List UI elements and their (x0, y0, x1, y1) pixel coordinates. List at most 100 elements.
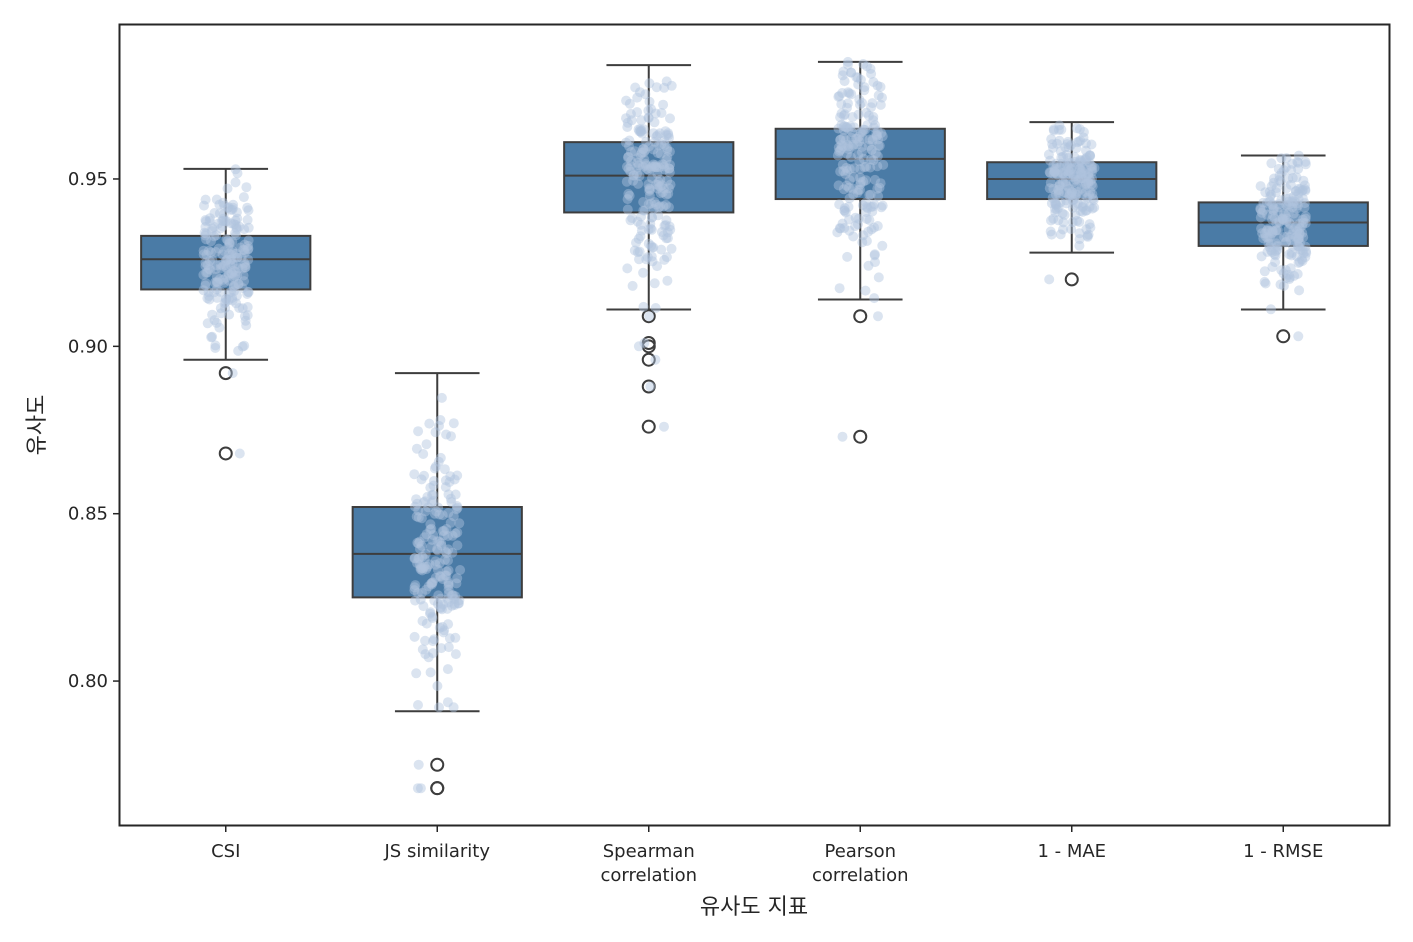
strip-point (636, 125, 647, 136)
strip-point (1278, 165, 1289, 176)
strip-point (428, 496, 439, 506)
strip-point (437, 526, 448, 537)
strip-point (1264, 242, 1275, 252)
strip-point (1267, 199, 1278, 210)
strip-point (438, 530, 449, 541)
strip-point (860, 285, 871, 296)
strip-point (875, 81, 886, 92)
strip-point (412, 498, 423, 509)
strip-point (855, 172, 866, 183)
strip-point (198, 245, 209, 256)
strip-point (855, 179, 866, 190)
strip-point (1073, 136, 1084, 147)
strip-point (861, 236, 872, 246)
strip-point (862, 61, 872, 72)
strip-point (1084, 219, 1095, 230)
strip-point (870, 120, 880, 131)
strip-point (637, 161, 648, 172)
strip-point (241, 320, 252, 331)
strip-point (1273, 233, 1284, 244)
strip-point (445, 517, 456, 528)
strip-point (1261, 198, 1272, 208)
strip-point (1259, 266, 1270, 277)
strip-point (433, 599, 443, 610)
strip-point (1065, 140, 1076, 151)
strip-point (649, 136, 660, 147)
strip-point (1283, 207, 1294, 218)
strip-point (647, 256, 658, 267)
strip-point (643, 112, 654, 123)
strip-point (1072, 198, 1083, 209)
strip-point (1081, 171, 1091, 182)
strip-point (866, 68, 877, 79)
strip-point (447, 530, 458, 541)
strip-point (871, 129, 882, 140)
strip-point (1085, 175, 1096, 186)
strip-point (867, 98, 878, 109)
strip-point (638, 267, 649, 278)
strip-point (230, 266, 241, 277)
strip-point (1280, 193, 1291, 204)
strip-point (840, 207, 851, 218)
y-axis-label: 유사도 (25, 395, 50, 456)
strip-point (210, 264, 221, 275)
strip-point (1281, 153, 1292, 164)
strip-point (1080, 154, 1091, 165)
strip-point (835, 223, 846, 234)
strip-point (1078, 132, 1089, 143)
strip-point (1056, 152, 1067, 163)
strip-point (656, 227, 667, 237)
strip-point (847, 127, 858, 138)
strip-point (1288, 208, 1299, 219)
strip-point (447, 590, 457, 601)
strip-point (411, 494, 422, 505)
strip-point (410, 595, 421, 606)
strip-point (217, 249, 228, 260)
strip-point (230, 270, 241, 281)
strip-point (640, 160, 651, 171)
strip-point (621, 95, 632, 106)
outlier-point (218, 366, 233, 381)
strip-point (654, 128, 665, 139)
strip-point (1290, 186, 1301, 197)
strip-point (232, 270, 243, 281)
outlier-point (853, 429, 868, 444)
strip-point (426, 578, 437, 589)
strip-point (438, 599, 448, 610)
strip-point (1050, 197, 1061, 208)
strip-point (859, 162, 870, 173)
strip-point (1087, 164, 1097, 175)
strip-point (646, 163, 656, 174)
strip-point (232, 252, 243, 263)
strip-point (209, 208, 220, 218)
strip-point (221, 234, 232, 245)
strip-point (1284, 274, 1295, 285)
strip-point (1288, 191, 1299, 202)
strip-point (858, 59, 869, 69)
strip-point (1075, 206, 1086, 216)
strip-point (1071, 181, 1082, 192)
strip-point (424, 418, 435, 429)
strip-point (1081, 178, 1092, 189)
strip-point (227, 245, 238, 256)
strip-point (621, 113, 631, 124)
strip-point (650, 354, 661, 365)
strip-point (877, 92, 887, 103)
strip-point (873, 191, 884, 202)
strip-point (861, 107, 872, 118)
strip-point (1298, 217, 1309, 228)
strip-point (220, 297, 231, 308)
strip-point (1051, 200, 1062, 211)
strip-point (1066, 224, 1077, 235)
strip-point (1274, 202, 1285, 213)
strip-point (445, 471, 456, 482)
strip-point (243, 222, 254, 233)
strip-point (647, 212, 658, 223)
strip-point (237, 341, 248, 352)
strip-point (425, 608, 435, 619)
strip-point (634, 126, 645, 137)
strip-point (842, 98, 853, 109)
strip-point (235, 242, 246, 253)
strip-point (453, 598, 464, 609)
strip-point (846, 67, 856, 78)
